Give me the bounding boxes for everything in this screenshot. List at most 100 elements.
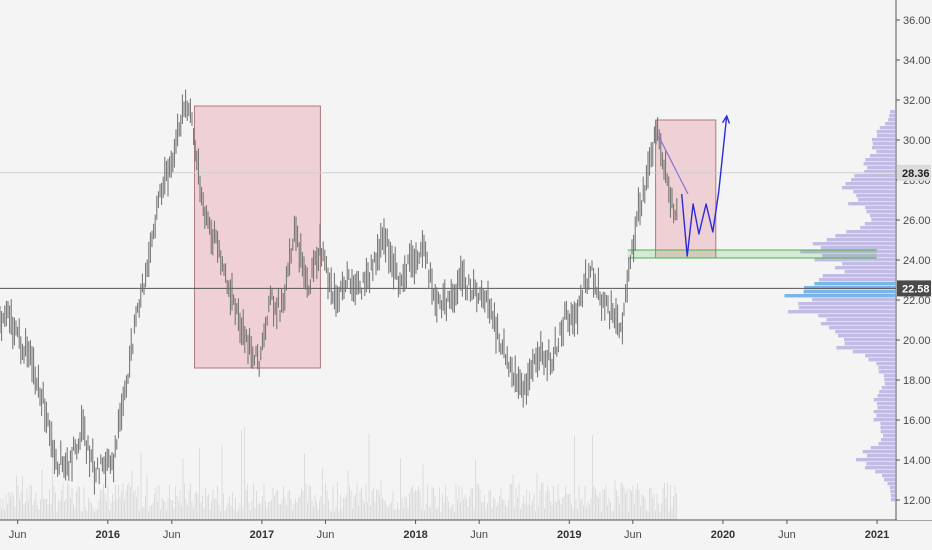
volume-profile-bar bbox=[842, 262, 895, 266]
volume-profile-bar bbox=[876, 150, 895, 154]
y-tick-label: 26.00 bbox=[903, 215, 931, 227]
volume-profile-bar bbox=[819, 278, 895, 282]
x-tick-label: Jun bbox=[470, 529, 488, 541]
volume-profile-bar bbox=[829, 326, 895, 330]
volume-profile-bar bbox=[885, 122, 895, 126]
y-tick-label: 36.00 bbox=[903, 15, 931, 27]
x-tick-label: Jun bbox=[9, 529, 27, 541]
volume-profile-bar bbox=[800, 250, 895, 254]
x-tick-label: 2019 bbox=[557, 529, 581, 541]
y-tick-label: 12.00 bbox=[903, 495, 931, 507]
volume-profile-bar bbox=[883, 374, 895, 378]
volume-profile-bar bbox=[888, 118, 895, 122]
volume-profile-bar bbox=[878, 370, 895, 374]
x-tick-label: Jun bbox=[778, 529, 796, 541]
volume-profile-bar bbox=[876, 402, 895, 406]
reference-price-badge-label: 22.58 bbox=[902, 283, 930, 295]
volume-profile-bar bbox=[881, 386, 895, 390]
volume-profile-bar bbox=[880, 426, 895, 430]
volume-profile-bar bbox=[880, 422, 895, 426]
y-tick-label: 18.00 bbox=[903, 375, 931, 387]
y-tick-label: 34.00 bbox=[903, 55, 931, 67]
volume-profile-bar bbox=[882, 474, 895, 478]
volume-profile-bar bbox=[804, 286, 895, 290]
pink-box-2016[interactable] bbox=[194, 105, 321, 369]
volume-profile-bar bbox=[890, 110, 895, 114]
volume-profile-bar bbox=[889, 486, 895, 490]
volume-profile-bar bbox=[873, 410, 895, 414]
projection-path[interactable] bbox=[681, 115, 728, 257]
x-tick-label: 2020 bbox=[711, 529, 735, 541]
volume-profile-bar bbox=[836, 346, 895, 350]
volume-profile-bar bbox=[866, 210, 895, 214]
volume-profile-bar bbox=[846, 230, 895, 234]
trend-line[interactable] bbox=[657, 135, 689, 195]
volume-profile-bar bbox=[878, 442, 895, 446]
volume-profile-bar bbox=[871, 218, 895, 222]
volume-profile-bar bbox=[798, 302, 895, 306]
volume-profile-bar bbox=[835, 234, 895, 238]
volume-profile-bar bbox=[864, 222, 895, 226]
y-tick-label: 32.00 bbox=[903, 95, 931, 107]
volume-profile-bar bbox=[890, 494, 895, 498]
x-tick-label: 2017 bbox=[250, 529, 274, 541]
y-axis-area[interactable] bbox=[897, 0, 932, 520]
volume-profile-bar bbox=[812, 242, 895, 246]
volume-profile-bar bbox=[865, 466, 895, 470]
volume-profile-bar bbox=[851, 178, 895, 182]
volume-profile-bar bbox=[873, 418, 895, 422]
volume-profile-bar bbox=[845, 182, 895, 186]
projection-arrowhead bbox=[721, 114, 731, 124]
volume-profile-bar bbox=[865, 158, 895, 162]
volume-profile-bar bbox=[884, 478, 895, 482]
volume-profile-bar bbox=[835, 266, 895, 270]
volume-profile-bar bbox=[822, 254, 895, 258]
volume-profile-bar bbox=[872, 142, 895, 146]
y-tick-label: 14.00 bbox=[903, 455, 931, 467]
y-tick-label: 24.00 bbox=[903, 255, 931, 267]
x-tick-label: Jun bbox=[624, 529, 642, 541]
volume-profile-bar bbox=[876, 414, 895, 418]
volume-profile-bar bbox=[820, 246, 895, 250]
volume-profile-bar bbox=[878, 366, 895, 370]
support-band[interactable] bbox=[627, 250, 877, 258]
volume-profile-bar bbox=[868, 358, 895, 362]
volume-profile-bar bbox=[880, 430, 895, 434]
volume-profile-bar bbox=[854, 174, 895, 178]
volume-profile-bar bbox=[870, 446, 895, 450]
x-tick-label: 2021 bbox=[865, 529, 889, 541]
volume-profile-bar bbox=[881, 438, 895, 442]
volume-profile-bar bbox=[820, 322, 895, 326]
x-tick-label: Jun bbox=[317, 529, 335, 541]
volume-profile-bar bbox=[869, 214, 895, 218]
volume-profile-bar bbox=[890, 498, 895, 502]
x-tick-label: Jun bbox=[163, 529, 181, 541]
volume-profile-bar bbox=[798, 306, 895, 310]
volume-profile-bar bbox=[803, 290, 895, 294]
volume-profile-bar bbox=[884, 378, 895, 382]
volume-profile-bar bbox=[866, 462, 895, 466]
x-tick-label: 2016 bbox=[96, 529, 120, 541]
volume-profile-bar bbox=[814, 258, 895, 262]
volume-profile-bar bbox=[873, 398, 895, 402]
volume-profile-bar bbox=[865, 354, 895, 358]
volume-profile-bar bbox=[814, 282, 895, 286]
volume-profile-bar bbox=[875, 470, 895, 474]
volume-profile-bar bbox=[876, 130, 895, 134]
volume-profile-bar bbox=[822, 274, 895, 278]
volume-profile-bar bbox=[826, 238, 895, 242]
volume-profile-bar bbox=[883, 434, 895, 438]
x-axis-area[interactable] bbox=[0, 521, 932, 550]
volume-profile-bar bbox=[863, 162, 895, 166]
volume-profile-bar bbox=[865, 206, 895, 210]
volume-profile-bar bbox=[879, 390, 895, 394]
y-tick-label: 16.00 bbox=[903, 415, 931, 427]
volume-profile-bar bbox=[838, 334, 895, 338]
volume-profile-bar bbox=[844, 342, 895, 346]
volume-profile-bar bbox=[862, 450, 895, 454]
volume-profile-bar bbox=[818, 314, 895, 318]
volume-profile-bar bbox=[887, 482, 895, 486]
